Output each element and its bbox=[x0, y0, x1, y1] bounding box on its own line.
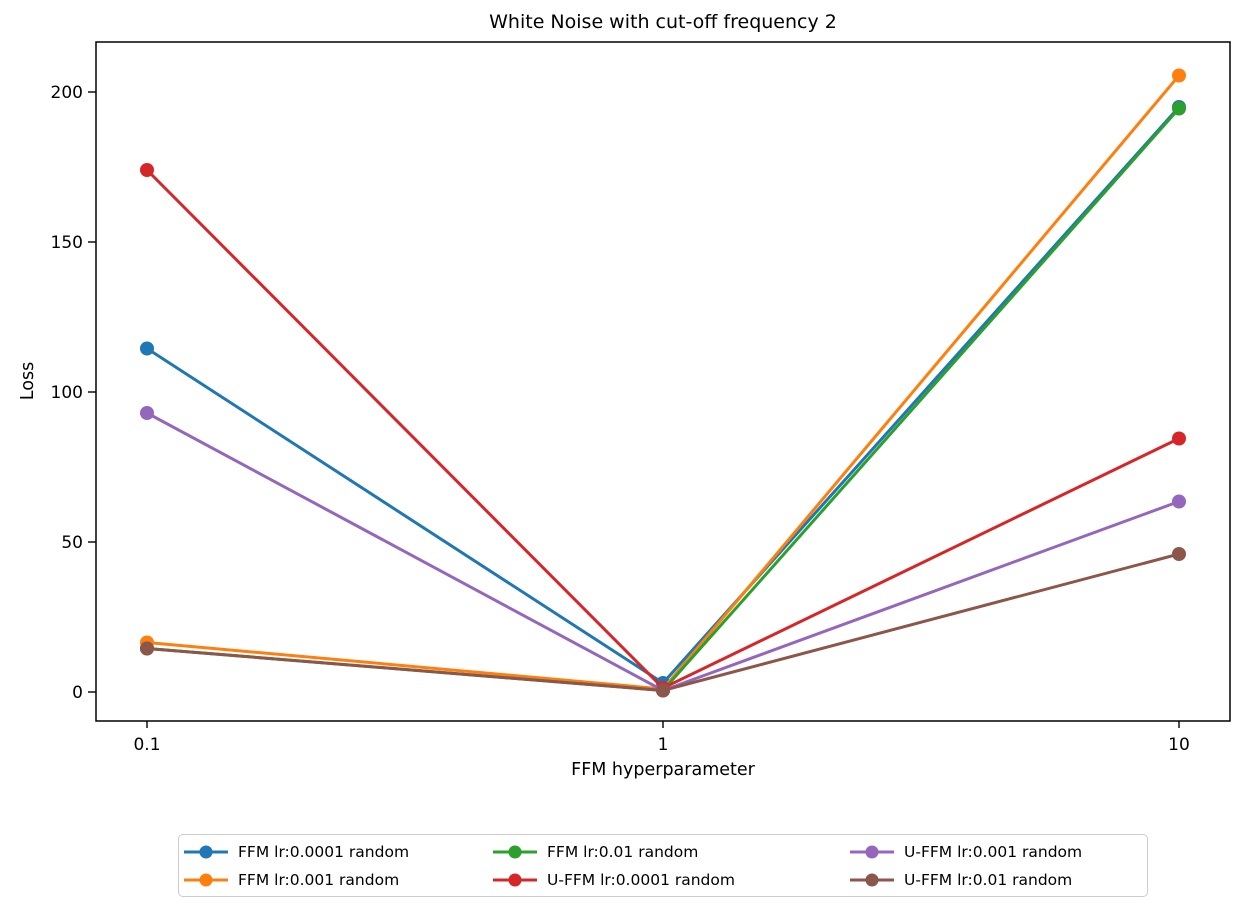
legend-item: U-FFM lr:0.01 random bbox=[849, 866, 1082, 894]
legend-line-marker-icon bbox=[493, 873, 537, 887]
legend-line-marker-icon bbox=[850, 873, 894, 887]
legend-item: FFM lr:0.01 random bbox=[492, 838, 735, 866]
data-point-marker bbox=[140, 163, 154, 177]
data-point-marker bbox=[140, 341, 154, 356]
series-line bbox=[146, 74, 1181, 691]
data-point-marker bbox=[1172, 68, 1186, 83]
series-line bbox=[146, 107, 1181, 693]
legend-line-marker-icon bbox=[493, 845, 537, 859]
legend-label: FFM lr:0.01 random bbox=[547, 843, 699, 861]
legend-column: U-FFM lr:0.001 random U-FFM lr:0.01 rando… bbox=[849, 838, 1082, 894]
legend-label: FFM lr:0.001 random bbox=[238, 871, 400, 889]
data-point-marker bbox=[1172, 101, 1186, 116]
legend-item: U-FFM lr:0.001 random bbox=[849, 838, 1082, 866]
legend-label: U-FFM lr:0.0001 random bbox=[547, 871, 735, 889]
series-line bbox=[146, 105, 1181, 685]
legend-line-marker-icon bbox=[184, 873, 228, 887]
y-tick-label: 100 bbox=[51, 383, 83, 403]
x-tick-label: 1 bbox=[658, 735, 669, 755]
x-tick-label: 10 bbox=[1168, 735, 1190, 755]
y-tick-label: 200 bbox=[51, 83, 83, 103]
legend-column: FFM lr:0.0001 random FFM lr:0.001 random bbox=[183, 838, 409, 894]
legend-item: FFM lr:0.001 random bbox=[183, 866, 409, 894]
axes-frame bbox=[95, 41, 1231, 722]
x-axis-label: FFM hyperparameter bbox=[571, 760, 755, 780]
legend-label: FFM lr:0.0001 random bbox=[238, 843, 410, 861]
data-point-marker bbox=[1172, 547, 1186, 561]
y-tick-label: 0 bbox=[72, 683, 83, 703]
series-line bbox=[146, 411, 1180, 693]
data-point-marker bbox=[140, 406, 154, 420]
data-point-marker bbox=[656, 683, 670, 698]
series-line bbox=[145, 168, 1180, 690]
legend-label: U-FFM lr:0.01 random bbox=[904, 871, 1073, 889]
legend-label: U-FFM lr:0.001 random bbox=[904, 843, 1083, 861]
legend-item: U-FFM lr:0.0001 random bbox=[492, 866, 735, 894]
legend-item: FFM lr:0.0001 random bbox=[183, 838, 409, 866]
x-tick-label: 0.1 bbox=[133, 735, 160, 755]
legend-column: FFM lr:0.01 random U-FFM lr:0.0001 random bbox=[492, 838, 735, 894]
legend-line-marker-icon bbox=[850, 845, 894, 859]
y-tick-label: 50 bbox=[61, 533, 83, 553]
data-point-marker bbox=[1172, 431, 1186, 446]
data-point-marker bbox=[1172, 494, 1186, 509]
legend: FFM lr:0.0001 random FFM lr:0.001 random F… bbox=[178, 834, 1148, 897]
y-tick-label: 150 bbox=[51, 233, 83, 253]
legend-line-marker-icon bbox=[184, 845, 228, 859]
chart-title: White Noise with cut-off frequency 2 bbox=[489, 11, 837, 33]
data-point-marker bbox=[140, 641, 154, 656]
series-line bbox=[146, 552, 1180, 693]
